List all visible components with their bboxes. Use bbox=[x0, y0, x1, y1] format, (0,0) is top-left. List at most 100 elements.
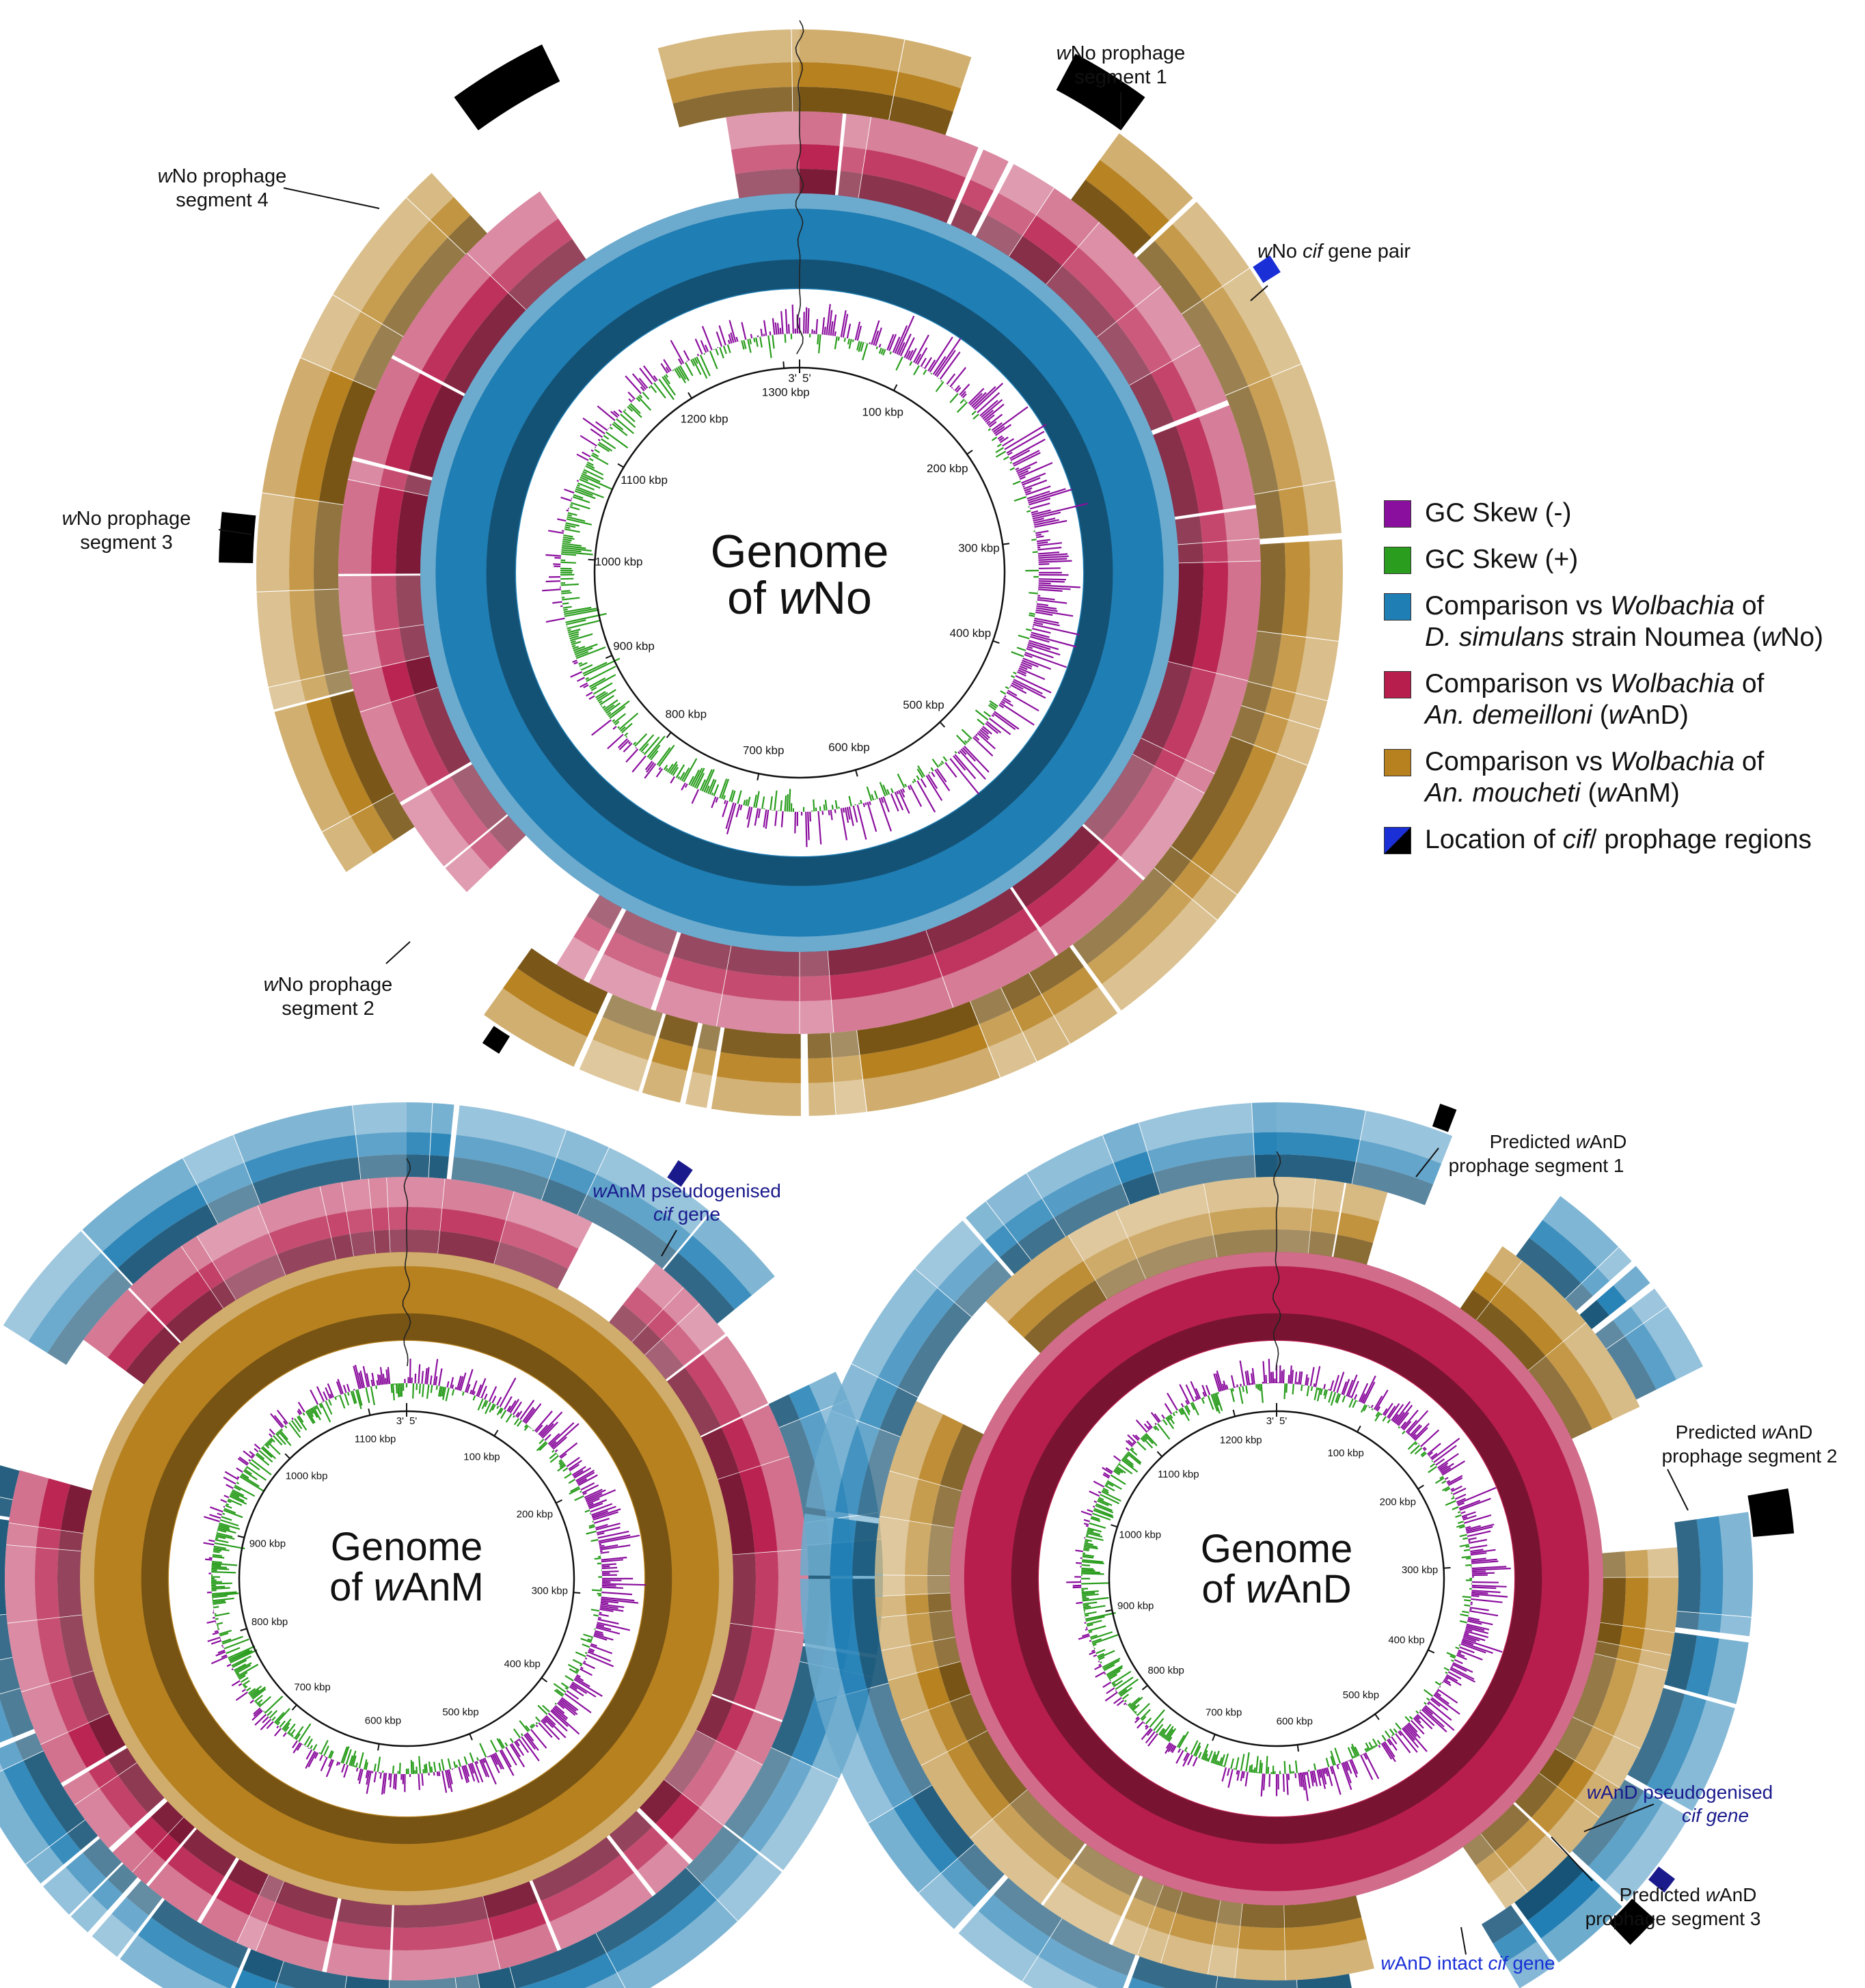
ring-segment-outer bbox=[800, 1000, 834, 1034]
cif-gene-pair-mark bbox=[1253, 255, 1281, 284]
ring-segment-inner bbox=[993, 1877, 1062, 1937]
ring-segment-outer bbox=[233, 1105, 356, 1163]
ring-segment-inner bbox=[852, 1579, 889, 1689]
ring-segment-mid bbox=[355, 1132, 407, 1158]
tick-mark bbox=[966, 450, 973, 455]
ring-segment-outer bbox=[183, 1134, 244, 1184]
ring-segment-mid bbox=[502, 968, 598, 1037]
tick-mark bbox=[1156, 1451, 1163, 1458]
ring-segment-inner bbox=[1132, 738, 1163, 766]
ring-segment-mid bbox=[1061, 1862, 1131, 1917]
gc-skew-track-wAnM bbox=[203, 1359, 646, 1795]
ring-segment-outer bbox=[333, 198, 431, 312]
ring-segment-inner bbox=[1171, 736, 1254, 861]
ring-segment-mid bbox=[800, 62, 899, 96]
ring-segment-mid bbox=[216, 1878, 259, 1916]
ring-segment-outer bbox=[831, 977, 953, 1033]
ring-segment-outer bbox=[754, 1629, 805, 1721]
ring-segment-mid bbox=[491, 218, 573, 293]
label-prophage-seg3: wNo prophage bbox=[62, 508, 191, 530]
prophage-segment-3-mark bbox=[1609, 1898, 1655, 1945]
leader-line bbox=[1250, 285, 1268, 301]
ring-segment-mid bbox=[894, 72, 962, 112]
ring-segment-mid bbox=[1169, 1913, 1217, 1945]
ring-segment-outer bbox=[70, 1895, 108, 1933]
ring-segment-inner bbox=[838, 171, 862, 198]
ring-segment-inner bbox=[482, 1881, 538, 1918]
ring-segment-outer bbox=[6, 1523, 39, 1547]
ring-segment-inner bbox=[331, 1234, 354, 1260]
ring-segment-mid bbox=[733, 1626, 775, 1710]
ring-segment-mid bbox=[682, 1741, 736, 1808]
ring-segment-mid bbox=[1495, 1819, 1547, 1869]
ring-segment-inner bbox=[1216, 1900, 1242, 1926]
ring-segment-inner bbox=[404, 474, 432, 496]
ring-segment-outer bbox=[63, 1771, 100, 1805]
ring-segment-inner bbox=[455, 1974, 480, 1988]
tick-label: 200 kbp bbox=[927, 462, 968, 475]
ring-segment-inner bbox=[898, 1303, 972, 1398]
ring-segment-inner bbox=[1664, 1632, 1698, 1691]
ring-segment-mid bbox=[808, 1057, 834, 1083]
tick-label: 700 kbp bbox=[1206, 1707, 1242, 1719]
ring-segment-inner bbox=[407, 1154, 430, 1177]
ring-segment-mid bbox=[1238, 1926, 1285, 1950]
ring-segment-inner bbox=[1054, 1184, 1130, 1237]
ring-segment-mid bbox=[1175, 417, 1224, 513]
ring-segment-inner bbox=[1136, 241, 1202, 314]
ring-segment-outer bbox=[1120, 778, 1205, 879]
tick-label: 600 kbp bbox=[1277, 1716, 1313, 1728]
ring-segment-mid bbox=[1116, 306, 1172, 373]
ring-segment-outer bbox=[741, 1404, 790, 1466]
ring-segment-outer bbox=[791, 29, 800, 63]
tick-label: 700 kbp bbox=[743, 744, 785, 757]
tick-label: 300 kbp bbox=[1402, 1564, 1438, 1576]
ring-segment-inner bbox=[182, 1829, 236, 1877]
ring-segment-inner bbox=[927, 1593, 952, 1613]
label-prophage-seg1-line2: segment 1 bbox=[1074, 66, 1167, 88]
ring-segment-mid bbox=[960, 179, 994, 213]
tick-label: 100 kbp bbox=[463, 1451, 500, 1462]
ring-segment-mid bbox=[1490, 1284, 1563, 1356]
ring-segment-outer bbox=[338, 479, 380, 574]
ring-segment-inner bbox=[1156, 1885, 1182, 1914]
ring-segment-inner bbox=[224, 1254, 286, 1301]
tick-mark bbox=[556, 1499, 562, 1504]
ring-segment-outer bbox=[348, 460, 384, 486]
ring-segment-inner bbox=[0, 1497, 13, 1517]
leader-line bbox=[283, 187, 380, 209]
tick-mark bbox=[493, 1430, 499, 1436]
ring-segment-inner bbox=[1480, 1803, 1530, 1851]
ring-wAnD_crimson bbox=[950, 1252, 1604, 1906]
tick-mark bbox=[1428, 1649, 1435, 1654]
tick-mark bbox=[1141, 1685, 1148, 1691]
ring-segment-mid bbox=[1147, 1132, 1254, 1173]
ring-segment-inner bbox=[1476, 1302, 1546, 1371]
ring-segment-outer bbox=[368, 1177, 388, 1209]
tick-mark bbox=[855, 770, 858, 777]
tick-label: 900 kbp bbox=[1117, 1601, 1154, 1612]
tick-label: 400 kbp bbox=[950, 627, 992, 640]
ring-segment-mid bbox=[1622, 1577, 1648, 1629]
ring-segment-mid bbox=[1272, 634, 1306, 693]
prophage-segment-3-mark bbox=[219, 512, 256, 564]
ring-segment-mid bbox=[905, 1594, 929, 1615]
ring-segment-mid bbox=[1190, 745, 1277, 875]
legend-swatch bbox=[1384, 827, 1411, 854]
ring-segment-mid bbox=[331, 312, 382, 381]
ring-segment-inner bbox=[857, 1001, 979, 1055]
ring-segment-inner bbox=[609, 1810, 653, 1853]
ring-segment-outer bbox=[256, 1923, 329, 1972]
ring-segment-outer bbox=[200, 1898, 249, 1943]
tick-mark bbox=[284, 1453, 290, 1460]
ring-segment-inner bbox=[726, 945, 800, 977]
ring-segment-outer bbox=[237, 1916, 267, 1951]
ring-segment-mid bbox=[1163, 667, 1216, 759]
ring-segment-outer bbox=[431, 1103, 454, 1134]
ring-segment-outer bbox=[1341, 1182, 1388, 1222]
ring-segment-outer bbox=[579, 1039, 649, 1092]
ring-segment-mid bbox=[1147, 1906, 1176, 1935]
leader-line bbox=[661, 1229, 677, 1257]
ring-segment-inner bbox=[494, 1242, 569, 1290]
ring-segment-inner bbox=[735, 169, 800, 199]
